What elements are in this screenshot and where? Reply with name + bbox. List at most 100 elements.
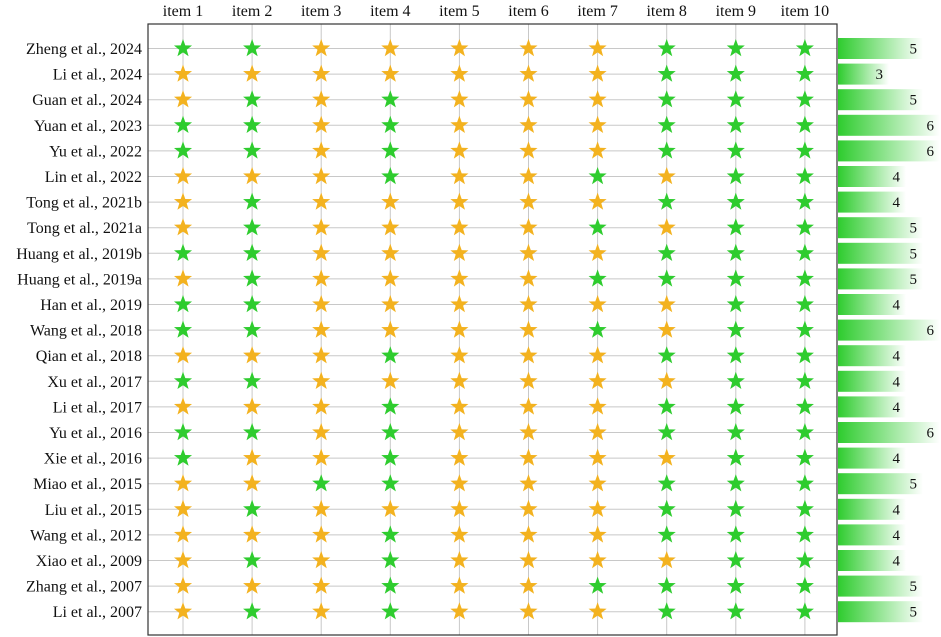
star-yes-icon [173, 39, 193, 57]
star-yes-icon [795, 320, 814, 338]
star-yes-icon [381, 167, 400, 185]
star-yes-icon [795, 167, 814, 185]
column-headers: item 1 item 2 item 3 item 4 item 5 item 6 item… [163, 3, 829, 20]
star-yes-icon [795, 448, 814, 466]
star-no-icon [519, 474, 538, 492]
star-yes-icon [243, 218, 262, 236]
star-no-icon [519, 218, 538, 236]
star-yes-icon [657, 397, 676, 415]
score-bar [838, 191, 906, 213]
star-no-icon [588, 141, 607, 159]
star-yes-icon [657, 346, 676, 364]
score-label: 4 [893, 374, 901, 390]
star-no-icon [450, 448, 469, 466]
star-no-icon [519, 64, 538, 82]
star-yes-icon [173, 295, 193, 313]
star-no-icon [519, 320, 538, 338]
score-bar [838, 294, 906, 315]
star-no-icon [381, 243, 400, 261]
star-no-icon [450, 371, 469, 389]
star-yes-icon [381, 115, 400, 133]
star-yes-icon [243, 269, 262, 287]
star-yes-icon [381, 576, 400, 594]
star-no-icon [450, 218, 469, 236]
star-no-icon [312, 346, 331, 364]
star-yes-icon [726, 474, 745, 492]
star-no-icon [519, 243, 538, 261]
row-label: Qian et al., 2018 [36, 348, 142, 365]
row-label: Yuan et al., 2023 [34, 118, 142, 135]
star-yes-icon [726, 397, 745, 415]
star-yes-icon [726, 115, 745, 133]
score-label: 5 [910, 579, 918, 595]
star-no-icon [519, 346, 538, 364]
star-yes-icon [173, 141, 193, 159]
score-bar [838, 447, 906, 469]
star-no-icon [381, 192, 400, 210]
star-yes-icon [657, 115, 676, 133]
score-label: 4 [893, 400, 901, 416]
star-yes-icon [381, 602, 400, 620]
star-yes-icon [726, 141, 745, 159]
star-no-icon [450, 39, 469, 57]
star-no-icon [450, 295, 469, 313]
row-label: Tong et al., 2021a [27, 220, 142, 237]
score-label: 5 [910, 272, 918, 288]
star-yes-icon [657, 525, 676, 543]
star-no-icon [173, 269, 193, 287]
star-no-icon [243, 64, 262, 82]
score-label: 4 [893, 298, 901, 314]
score-label: 4 [893, 170, 901, 186]
star-no-icon [450, 576, 469, 594]
row-label: Guan et al., 2024 [32, 92, 142, 109]
star-yes-icon [795, 525, 814, 543]
score-bar [838, 63, 889, 85]
score-label: 4 [893, 195, 901, 211]
score-bar [838, 422, 940, 443]
star-yes-icon [381, 141, 400, 159]
star-no-icon [312, 192, 331, 210]
star-no-icon [173, 218, 193, 236]
star-yes-icon [243, 602, 262, 620]
score-label: 5 [910, 221, 918, 237]
star-yes-icon [726, 90, 745, 108]
star-yes-icon [795, 141, 814, 159]
score-bar [838, 370, 906, 392]
star-no-icon [519, 423, 538, 441]
star-yes-icon [726, 448, 745, 466]
star-yes-icon [657, 141, 676, 159]
star-yes-icon [243, 371, 262, 389]
star-yes-icon [795, 192, 814, 210]
star-yes-icon [657, 602, 676, 620]
star-yes-icon [243, 90, 262, 108]
row-label: Li et al., 2007 [53, 604, 142, 621]
star-yes-icon [657, 499, 676, 517]
star-no-icon [381, 499, 400, 517]
star-no-icon [312, 141, 331, 159]
star-yes-icon [657, 192, 676, 210]
score-bar [838, 268, 923, 290]
star-yes-icon [726, 423, 745, 441]
star-no-icon [312, 243, 331, 261]
star-yes-icon [381, 423, 400, 441]
score-bar [838, 498, 906, 520]
score-bar [838, 345, 906, 367]
star-yes-icon [243, 39, 262, 57]
column-header: item 3 [301, 3, 341, 20]
star-no-icon [381, 371, 400, 389]
star-yes-icon [726, 371, 745, 389]
star-yes-icon [795, 423, 814, 441]
row-label: Miao et al., 2015 [33, 476, 142, 493]
row-label: Xu et al., 2017 [47, 374, 142, 391]
star-yes-icon [795, 295, 814, 313]
star-no-icon [243, 448, 262, 466]
row-label: Wang et al., 2012 [30, 527, 142, 544]
star-no-icon [173, 525, 193, 543]
star-yes-icon [381, 525, 400, 543]
star-yes-icon [795, 397, 814, 415]
stars [173, 39, 814, 620]
star-no-icon [173, 474, 193, 492]
star-no-icon [450, 141, 469, 159]
star-yes-icon [657, 576, 676, 594]
score-label: 6 [927, 144, 935, 160]
